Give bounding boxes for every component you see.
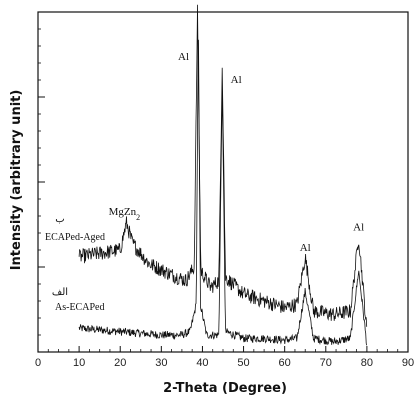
peak-label-text: Al — [178, 51, 189, 63]
series-label-as: As-ECAPed — [55, 302, 104, 313]
x-tick-label: 50 — [237, 357, 249, 369]
peak-label-text: Al — [231, 74, 242, 86]
x-axis-ticks: 0 10 20 30 40 50 60 70 80 90 — [35, 346, 414, 369]
x-tick-label: 60 — [279, 357, 291, 369]
x-tick-label: 0 — [35, 357, 41, 369]
x-tick-label: 40 — [196, 357, 208, 369]
y-axis-title: Intensity (arbitrary unit) — [9, 90, 24, 271]
y-axis-ticks — [38, 11, 45, 353]
peak-label: Al — [300, 242, 311, 254]
peak-label-text: Al — [353, 221, 364, 233]
x-tick-label: 30 — [155, 357, 167, 369]
peak-label-subscript: 2 — [136, 212, 140, 221]
series-label-prefix-aged: ب — [55, 214, 64, 225]
plot-border — [37, 11, 409, 353]
peak-label-text: MgZn — [109, 206, 137, 218]
series-label-prefix-as: الف — [52, 287, 68, 298]
series-layer — [78, 4, 368, 346]
x-tick-label: 90 — [402, 357, 414, 369]
peak-label: Al — [353, 221, 364, 233]
series-line-as-ecaped — [78, 39, 368, 346]
x-tick-label: 80 — [361, 357, 373, 369]
x-axis-title: 2-Theta (Degree) — [163, 381, 287, 396]
series-line-ecaped-aged — [78, 4, 368, 327]
peak-label: MgZn2 — [109, 206, 141, 222]
x-tick-label: 70 — [320, 357, 332, 369]
x-tick-label: 20 — [114, 357, 126, 369]
peak-label: Al — [178, 51, 189, 63]
annotation-layer: MgZn2 Al Al Al Al — [109, 51, 365, 254]
peak-label-text: Al — [300, 242, 311, 254]
x-tick-label: 10 — [73, 357, 85, 369]
peak-label: Al — [231, 74, 242, 86]
plot-frame — [37, 11, 409, 353]
series-label-aged: ECAPed-Aged — [45, 232, 105, 243]
